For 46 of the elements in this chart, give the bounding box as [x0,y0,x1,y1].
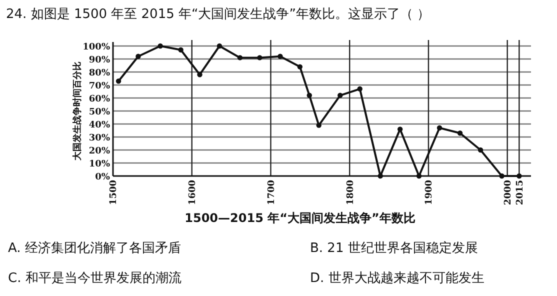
text: A. 经济集团化消解了各国矛盾 [8,241,181,256]
point [516,173,522,179]
point [316,122,322,128]
point [378,173,383,179]
y-tick-label: 100% [82,42,110,52]
point [499,173,504,179]
point [357,86,362,92]
point [338,92,343,98]
point [278,54,283,59]
text: D. 世界大战越来越不可能发生 [310,271,484,286]
y-tick-label: 80% [88,68,110,78]
x-tick-label: 1500 [109,180,120,206]
point [197,72,202,78]
y-tick-label: 70% [88,82,110,92]
point [257,55,262,60]
x-tick-label: 2015 [515,180,526,206]
y-tick-label: 50% [88,108,110,118]
text: B. 21 世纪世界各国稳定发展 [310,241,478,256]
point [178,47,184,52]
point [436,125,442,130]
x-axis-title: 1500—2015 年“大国间发生战争”年数比 [184,211,416,225]
point [237,55,243,60]
x-tick-label: 1700 [266,180,277,206]
y-axis-title: 大国发生战争时间百分比 [72,62,83,160]
text: C. 和平是当今世界发展的潮流 [8,270,182,286]
point [216,43,222,49]
chart-title: 24. 如图是 1500 年至 2015 年“大国间发生战争”年数比。这显示了（ ） [6,7,430,22]
x-tick-label: 1800 [346,180,356,206]
y-tick-label: 60% [88,94,110,104]
point [416,173,422,179]
point [457,130,463,136]
point [306,92,312,98]
point [478,147,484,153]
y-tick-label: 20% [88,146,110,156]
point [297,64,303,70]
y-tick-label: 40% [88,120,110,130]
y-tick-label: 10% [88,160,110,170]
x-tick-label: 1600 [188,180,198,206]
point [116,78,122,84]
x-tick-label: 1900 [424,180,435,206]
y-tick-label: 90% [88,56,110,66]
x-tick-label: 2000 [504,180,514,206]
y-tick-label: 30% [88,134,110,144]
y-tick-label: 0% [95,172,110,182]
point [136,54,141,59]
point [158,43,163,49]
